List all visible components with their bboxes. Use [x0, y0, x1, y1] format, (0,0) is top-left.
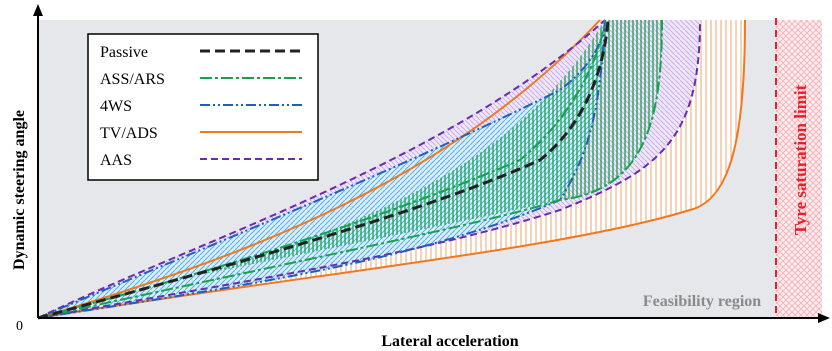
fourws-upper-curve [37, 19, 606, 319]
assars-lower-curve [37, 19, 663, 319]
x-axis-label: Lateral acceleration [381, 333, 518, 350]
y-axis-arrow [33, 4, 43, 16]
tvads-lower-curve [37, 19, 746, 319]
assars-upper-curve [37, 19, 606, 319]
tvads-upper-curve [37, 19, 601, 319]
origin-label: 0 [16, 319, 23, 334]
legend: Passive ASS/ARS 4WS TV/ADS AAS [87, 33, 319, 181]
x-axis-arrow [818, 313, 830, 323]
aas-upper-curve [37, 19, 606, 319]
tyre-saturation-label: Tyre saturation limit [791, 84, 810, 235]
legend-label-assars: ASS/ARS [100, 71, 165, 88]
assars-region [200, 20, 662, 275]
feasibility-region-label: Feasibility region [643, 293, 761, 310]
y-axis-label: Dynamic steering angle [11, 110, 28, 270]
tyre-saturation-region [776, 20, 822, 318]
aas-lower-curve [37, 19, 701, 319]
fourws-lower-curve [37, 19, 606, 319]
passive-curve [37, 19, 610, 320]
aas-region [38, 20, 700, 318]
legend-label-passive: Passive [100, 44, 148, 61]
legend-label-aas: AAS [100, 152, 132, 169]
legend-label-4ws: 4WS [100, 98, 132, 115]
legend-box [87, 33, 319, 181]
legend-label-tvads: TV/ADS [100, 125, 158, 142]
